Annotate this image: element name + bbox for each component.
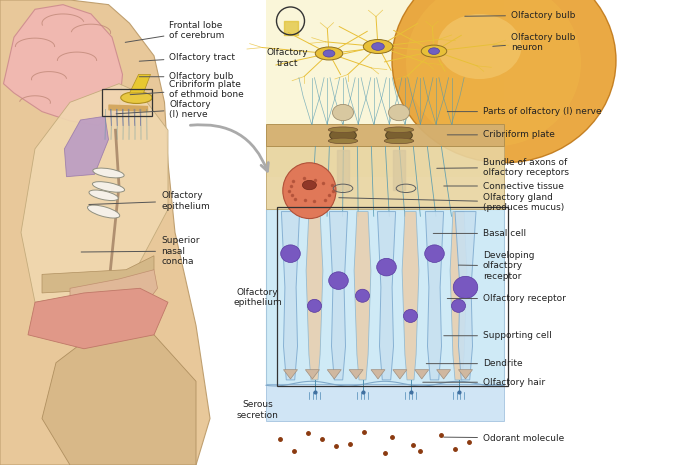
Text: Parts of olfactory (I) nerve: Parts of olfactory (I) nerve [447,107,601,116]
Text: Olfactory bulb
neuron: Olfactory bulb neuron [493,33,575,53]
Ellipse shape [372,43,384,50]
Bar [266,0,504,177]
Ellipse shape [88,205,120,218]
Polygon shape [426,212,444,380]
Ellipse shape [332,105,354,120]
Bar [266,146,504,209]
Ellipse shape [89,190,118,200]
Ellipse shape [92,182,125,192]
Polygon shape [42,256,154,293]
Bar [102,89,152,116]
Ellipse shape [421,45,447,57]
Text: Supporting cell: Supporting cell [444,331,552,340]
Text: Olfactory hair: Olfactory hair [423,378,545,387]
Text: Olfactory receptor: Olfactory receptor [447,294,566,303]
Text: Olfactory
epithelium: Olfactory epithelium [89,191,210,211]
Bar [266,209,504,384]
Bar [276,207,508,386]
Ellipse shape [356,289,370,302]
Polygon shape [393,370,407,379]
Text: Olfactory
tract: Olfactory tract [266,48,308,68]
Polygon shape [330,212,348,380]
Ellipse shape [120,92,153,104]
Ellipse shape [392,0,616,163]
Polygon shape [305,370,319,379]
Ellipse shape [384,127,414,133]
Ellipse shape [330,129,356,142]
Polygon shape [354,212,371,380]
Polygon shape [4,5,122,126]
Ellipse shape [328,127,358,133]
Polygon shape [64,116,108,177]
Text: Olfactory
(I) nerve: Olfactory (I) nerve [116,100,211,119]
Ellipse shape [384,138,414,144]
Polygon shape [349,370,363,379]
Ellipse shape [323,50,335,57]
Polygon shape [377,212,395,380]
Ellipse shape [454,276,477,299]
Ellipse shape [283,163,336,219]
Ellipse shape [93,168,124,178]
Polygon shape [130,74,150,93]
Polygon shape [284,370,298,379]
Text: Cribriform plate: Cribriform plate [447,130,555,140]
Ellipse shape [403,309,417,322]
Polygon shape [70,270,158,316]
Ellipse shape [386,129,412,142]
Text: Developing
olfactory
receptor: Developing olfactory receptor [458,251,535,281]
Text: Serous
secretion: Serous secretion [237,400,279,420]
Ellipse shape [452,299,466,312]
Ellipse shape [428,48,440,54]
Text: Odorant molecule: Odorant molecule [444,433,564,443]
Polygon shape [455,212,476,380]
Ellipse shape [307,299,321,312]
Polygon shape [281,212,300,380]
Polygon shape [371,370,385,379]
Ellipse shape [302,180,316,190]
Ellipse shape [281,245,300,262]
Polygon shape [402,212,419,380]
Ellipse shape [406,0,581,146]
Text: Olfactory
epithelium: Olfactory epithelium [233,288,282,307]
Text: Basal cell: Basal cell [433,229,526,238]
Ellipse shape [377,259,396,276]
Bar [266,124,504,146]
Polygon shape [328,370,342,379]
Polygon shape [28,288,168,349]
Polygon shape [450,212,467,380]
Ellipse shape [425,245,444,262]
Text: Connective tissue: Connective tissue [444,181,564,191]
Polygon shape [0,0,210,465]
Ellipse shape [315,47,343,60]
Ellipse shape [438,14,522,79]
Polygon shape [306,212,323,380]
Text: Olfactory bulb: Olfactory bulb [139,72,234,81]
Ellipse shape [363,40,393,53]
Text: Olfactory bulb: Olfactory bulb [465,11,575,20]
Text: Olfactory gland
(produces mucus): Olfactory gland (produces mucus) [339,193,564,212]
Polygon shape [21,84,168,302]
Polygon shape [42,326,196,465]
Text: Bundle of axons of
olfactory receptors: Bundle of axons of olfactory receptors [437,158,569,177]
Text: Dendrite: Dendrite [426,359,523,368]
Text: Olfactory tract: Olfactory tract [139,53,235,62]
Ellipse shape [389,105,410,120]
Ellipse shape [329,272,349,289]
Polygon shape [458,370,472,379]
Polygon shape [414,370,428,379]
Text: Superior
nasal
concha: Superior nasal concha [81,236,200,266]
Text: Cribriform plate
of ethmoid bone: Cribriform plate of ethmoid bone [130,80,244,99]
Text: Frontal lobe
of cerebrum: Frontal lobe of cerebrum [125,21,225,42]
Polygon shape [437,370,451,379]
Bar [266,384,504,421]
Ellipse shape [328,138,358,144]
